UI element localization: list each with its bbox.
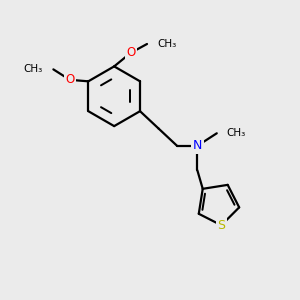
Text: CH₃: CH₃ (158, 39, 177, 49)
Text: N: N (193, 139, 202, 152)
Text: CH₃: CH₃ (24, 64, 43, 74)
Text: O: O (65, 73, 74, 86)
Text: CH₃: CH₃ (226, 128, 246, 138)
Text: O: O (126, 46, 135, 59)
Text: S: S (217, 219, 225, 232)
